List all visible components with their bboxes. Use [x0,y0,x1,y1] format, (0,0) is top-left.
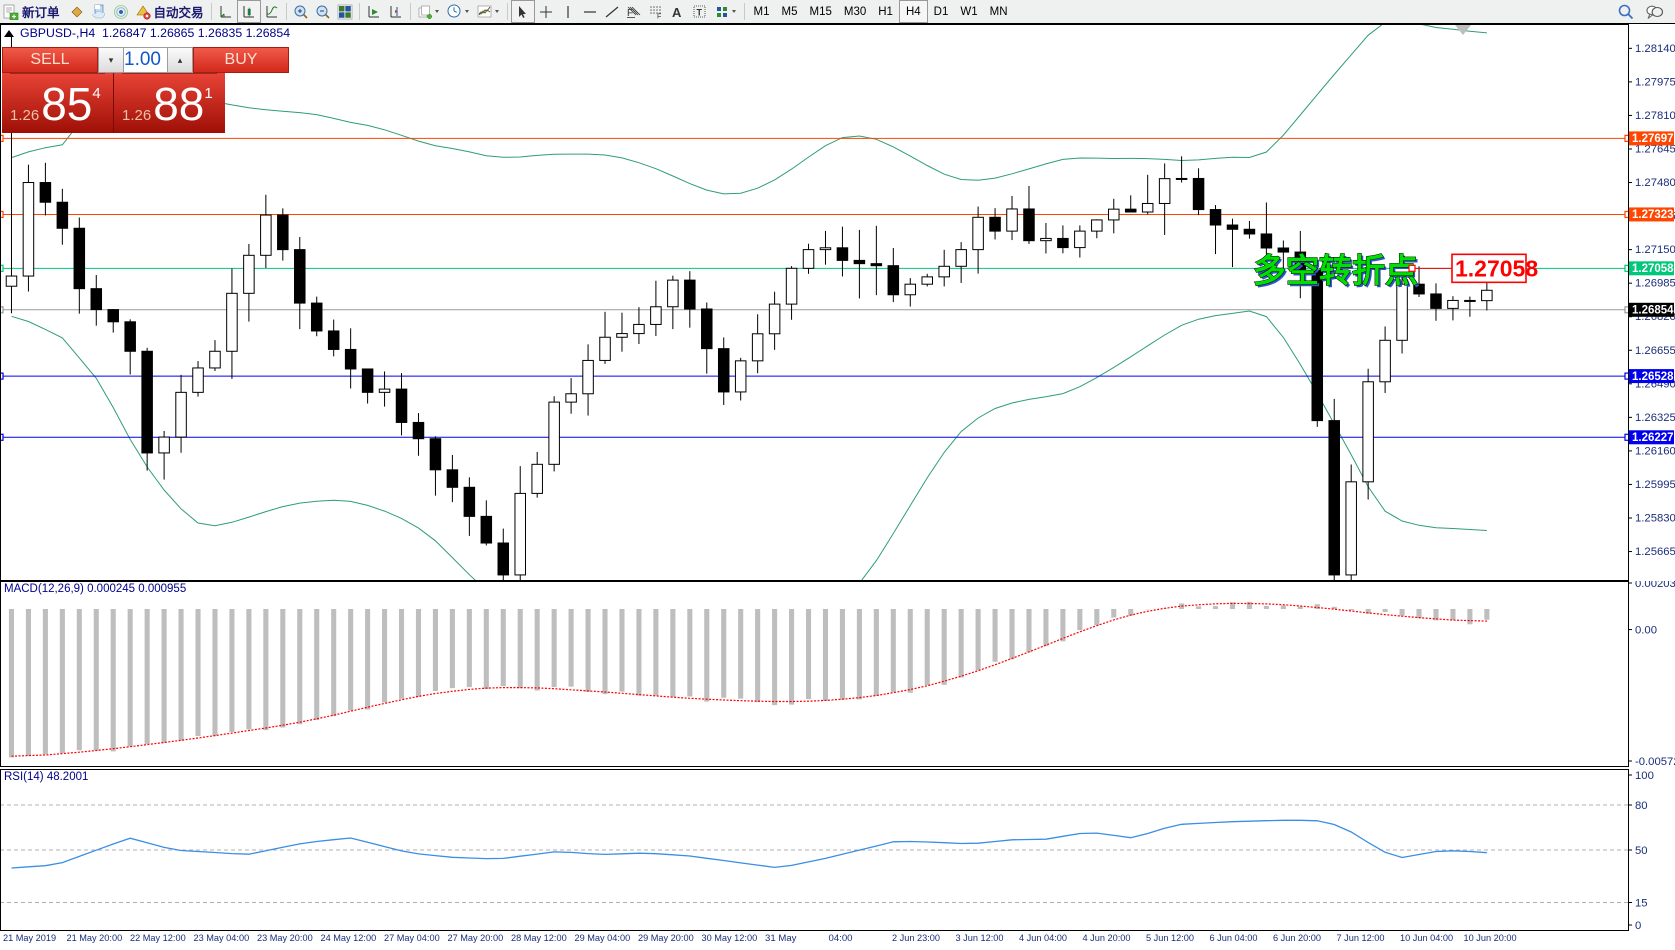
svg-text:1.27975: 1.27975 [1635,76,1675,88]
svg-text:04:00: 04:00 [829,933,853,944]
svg-text:1.27058: 1.27058 [1632,263,1674,275]
svg-text:6 Jun 04:00: 6 Jun 04:00 [1210,933,1258,943]
svg-text:T: T [696,7,702,17]
svg-text:1.26227: 1.26227 [1632,432,1674,444]
svg-text:1.25665: 1.25665 [1635,546,1675,558]
svg-text:1.27150: 1.27150 [1635,244,1675,256]
svg-text:27 May 20:00: 27 May 20:00 [448,933,504,943]
svg-text:0.00: 0.00 [1635,625,1657,637]
svg-text:100: 100 [1635,770,1654,782]
svg-text:1.25995: 1.25995 [1635,479,1675,491]
svg-text:1.27058: 1.27058 [1455,255,1538,281]
svg-text:23 May 20:00: 23 May 20:00 [257,933,313,943]
svg-text:1.27697: 1.27697 [1632,133,1674,145]
svg-text:29 May 20:00: 29 May 20:00 [638,933,694,943]
svg-text:0.00203: 0.00203 [1635,581,1675,590]
svg-text:28 May 12:00: 28 May 12:00 [511,933,567,943]
svg-text:1.26528: 1.26528 [1632,371,1674,383]
svg-text:7 Jun 12:00: 7 Jun 12:00 [1337,933,1385,943]
svg-text:3 Jun 12:00: 3 Jun 12:00 [956,933,1004,943]
svg-text:4 Jun 20:00: 4 Jun 20:00 [1083,933,1131,943]
svg-text:1.26160: 1.26160 [1635,445,1675,457]
svg-text:2 Jun 23:00: 2 Jun 23:00 [892,933,940,943]
svg-text:6 Jun 20:00: 6 Jun 20:00 [1273,933,1321,943]
svg-text:多空转折点: 多空转折点 [1253,252,1418,289]
svg-text:24 May 12:00: 24 May 12:00 [321,933,377,943]
svg-text:F: F [657,13,661,20]
svg-text:21 May 20:00: 21 May 20:00 [67,933,123,943]
svg-text:1.27810: 1.27810 [1635,110,1675,122]
svg-text:1.27323: 1.27323 [1632,209,1674,221]
svg-text:10 Jun 04:00: 10 Jun 04:00 [1400,933,1453,943]
svg-text:1.28140: 1.28140 [1635,43,1675,55]
svg-text:5 Jun 12:00: 5 Jun 12:00 [1146,933,1194,943]
svg-text:10 Jun 20:00: 10 Jun 20:00 [1464,933,1517,943]
svg-text:50: 50 [1635,845,1648,857]
svg-text:30 May 12:00: 30 May 12:00 [702,933,758,943]
svg-text:A: A [672,5,682,20]
svg-text:1.25830: 1.25830 [1635,513,1675,525]
svg-text:29 May 04:00: 29 May 04:00 [575,933,631,943]
svg-text:1.26655: 1.26655 [1635,345,1675,357]
svg-text:1.26985: 1.26985 [1635,278,1675,290]
svg-text:27 May 04:00: 27 May 04:00 [384,933,440,943]
svg-text:80: 80 [1635,800,1648,812]
svg-text:23 May 04:00: 23 May 04:00 [194,933,250,943]
svg-text:22 May 12:00: 22 May 12:00 [130,933,186,943]
svg-text:1.26854: 1.26854 [1632,305,1674,317]
svg-text:21 May 2019: 21 May 2019 [3,933,56,943]
svg-text:-0.005729: -0.005729 [1635,756,1675,768]
svg-text:15: 15 [1635,898,1648,910]
svg-text:4 Jun 04:00: 4 Jun 04:00 [1019,933,1067,943]
svg-text:31 May: 31 May [765,933,797,944]
svg-text:0: 0 [1635,920,1641,931]
svg-text:1.26325: 1.26325 [1635,412,1675,424]
svg-text:1.27480: 1.27480 [1635,177,1675,189]
